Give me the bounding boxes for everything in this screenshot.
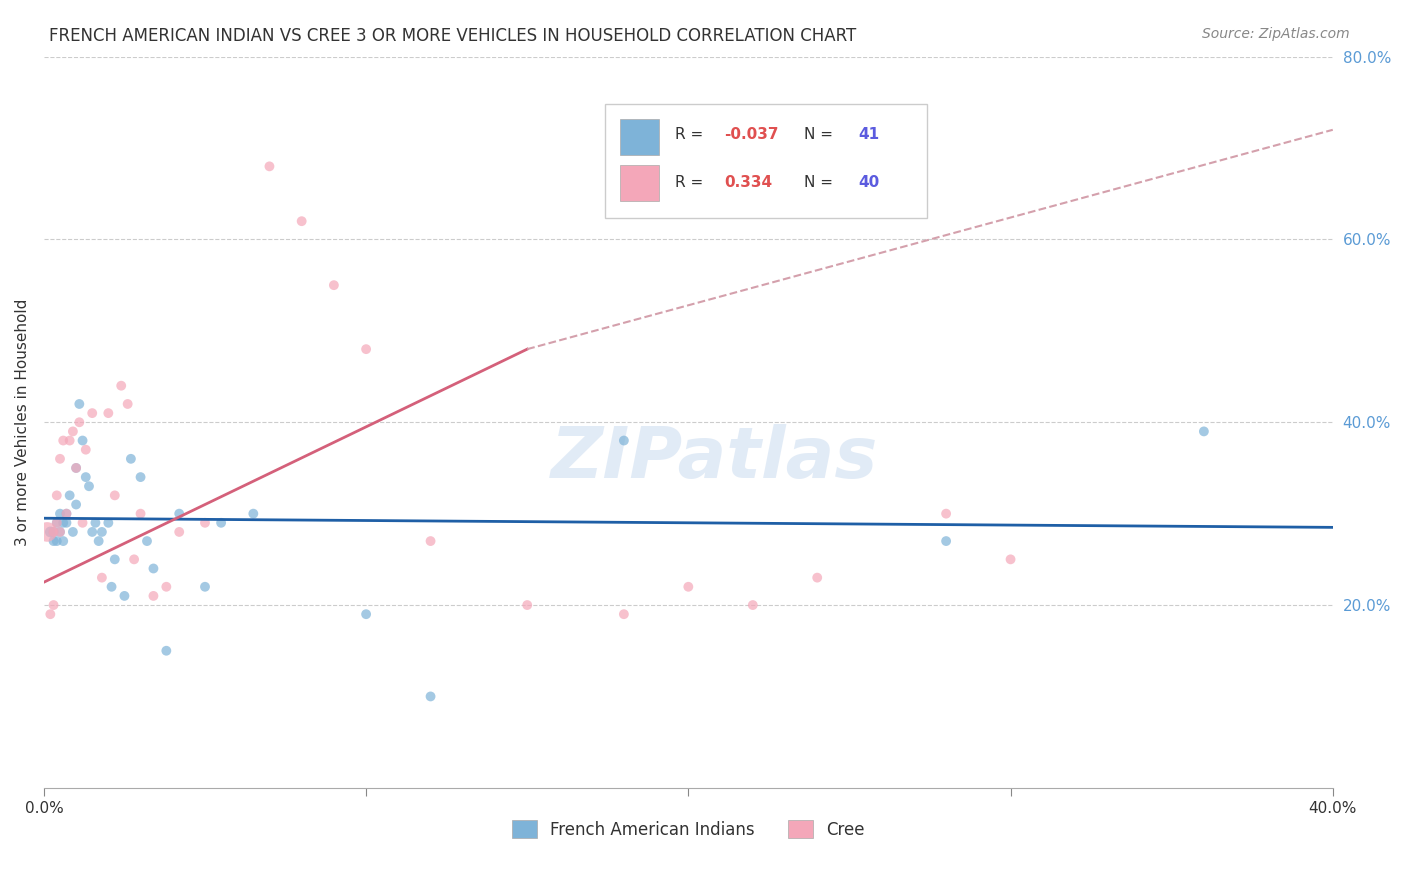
Point	[39, 607, 62, 622]
Point	[167, 524, 190, 539]
Point	[155, 580, 177, 594]
Point	[110, 378, 132, 392]
Point	[84, 516, 107, 530]
Text: 40: 40	[859, 175, 880, 190]
Point	[322, 278, 344, 293]
Point	[42, 524, 65, 539]
Point	[935, 507, 957, 521]
Point	[65, 461, 87, 475]
Point	[39, 524, 62, 539]
Point	[97, 516, 120, 530]
Point	[77, 479, 100, 493]
Point	[806, 571, 828, 585]
Point	[49, 507, 72, 521]
Point	[167, 507, 190, 521]
Point	[419, 534, 441, 549]
Point	[72, 516, 94, 530]
Point	[354, 607, 377, 622]
Point	[104, 488, 127, 502]
Point	[49, 524, 72, 539]
Text: FRENCH AMERICAN INDIAN VS CREE 3 OR MORE VEHICLES IN HOUSEHOLD CORRELATION CHART: FRENCH AMERICAN INDIAN VS CREE 3 OR MORE…	[49, 27, 856, 45]
Text: 0.334: 0.334	[724, 175, 772, 190]
Point	[37, 524, 59, 539]
Point	[59, 434, 82, 448]
FancyBboxPatch shape	[605, 104, 927, 218]
Point	[45, 516, 67, 530]
Point	[75, 442, 97, 457]
Point	[97, 406, 120, 420]
Text: ZIPatlas: ZIPatlas	[550, 425, 877, 493]
Point	[194, 580, 217, 594]
Point	[62, 425, 84, 439]
Point	[678, 580, 700, 594]
Point	[242, 507, 264, 521]
Point	[49, 524, 72, 539]
Point	[741, 598, 763, 612]
Point	[52, 434, 75, 448]
Point	[419, 690, 441, 704]
Point	[67, 415, 90, 429]
Point	[291, 214, 314, 228]
Point	[90, 571, 112, 585]
Point	[65, 498, 87, 512]
Point	[59, 488, 82, 502]
Point	[82, 524, 104, 539]
Point	[354, 342, 377, 356]
Point	[142, 589, 165, 603]
Point	[194, 516, 217, 530]
Point	[259, 159, 281, 173]
FancyBboxPatch shape	[620, 165, 658, 202]
Point	[209, 516, 232, 530]
Text: 41: 41	[859, 128, 880, 143]
Point	[120, 451, 142, 466]
Point	[117, 397, 139, 411]
Point	[45, 534, 67, 549]
Point	[55, 516, 77, 530]
Point	[613, 607, 636, 622]
Y-axis label: 3 or more Vehicles in Household: 3 or more Vehicles in Household	[15, 299, 30, 546]
Text: Source: ZipAtlas.com: Source: ZipAtlas.com	[1202, 27, 1350, 41]
Text: R =: R =	[675, 128, 709, 143]
Point	[49, 451, 72, 466]
Text: R =: R =	[675, 175, 709, 190]
Point	[1192, 425, 1215, 439]
Text: N =: N =	[804, 175, 838, 190]
Point	[87, 534, 110, 549]
Point	[45, 488, 67, 502]
Point	[935, 534, 957, 549]
Point	[516, 598, 538, 612]
Point	[90, 524, 112, 539]
Point	[65, 461, 87, 475]
Point	[42, 534, 65, 549]
Point	[45, 516, 67, 530]
Point	[129, 470, 152, 484]
Point	[72, 434, 94, 448]
Point	[104, 552, 127, 566]
Point	[129, 507, 152, 521]
Point	[67, 397, 90, 411]
Point	[100, 580, 122, 594]
Point	[114, 589, 136, 603]
Point	[55, 507, 77, 521]
Point	[136, 534, 159, 549]
Point	[62, 524, 84, 539]
Point	[142, 561, 165, 575]
Point	[42, 524, 65, 539]
Point	[1000, 552, 1022, 566]
Point	[155, 644, 177, 658]
Point	[82, 406, 104, 420]
Text: N =: N =	[804, 128, 838, 143]
Legend: French American Indians, Cree: French American Indians, Cree	[505, 814, 872, 846]
Point	[55, 507, 77, 521]
Point	[75, 470, 97, 484]
Point	[52, 516, 75, 530]
Point	[52, 534, 75, 549]
Point	[42, 598, 65, 612]
FancyBboxPatch shape	[620, 119, 658, 155]
Text: -0.037: -0.037	[724, 128, 779, 143]
Point	[613, 434, 636, 448]
Point	[122, 552, 145, 566]
